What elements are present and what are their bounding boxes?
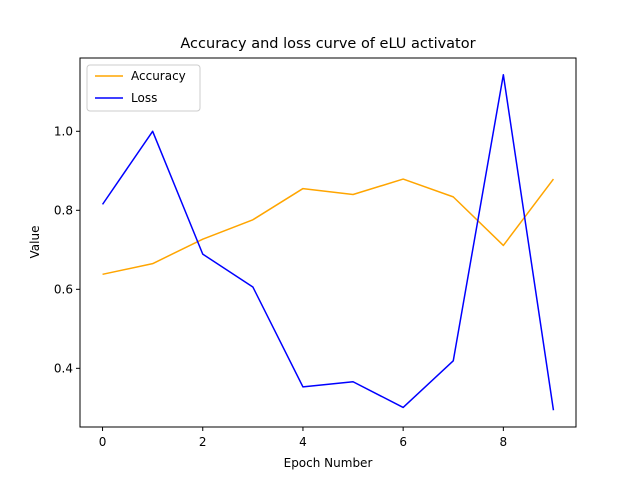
x-tick-label: 8 xyxy=(500,435,508,449)
x-tick-label: 0 xyxy=(99,435,107,449)
y-tick-label: 0.4 xyxy=(54,361,73,375)
legend: Accuracy Loss xyxy=(86,64,201,112)
chart-title: Accuracy and loss curve of eLU activator xyxy=(180,36,475,52)
x-tick-label: 2 xyxy=(199,435,207,449)
plot-frame xyxy=(79,57,577,428)
x-tick-label: 4 xyxy=(299,435,307,449)
series-layer xyxy=(101,74,555,411)
y-tick-label: 0.8 xyxy=(54,203,73,217)
legend-label-loss: Loss xyxy=(131,91,157,105)
ticks-layer: 0 2 4 6 8 0.4 0.6 0.8 1.0 xyxy=(54,124,507,449)
y-tick-label: 0.6 xyxy=(54,282,73,296)
y-axis-label: Value xyxy=(28,226,42,259)
series-line-loss xyxy=(101,74,555,411)
x-tick-label: 6 xyxy=(399,435,407,449)
y-tick-label: 1.0 xyxy=(54,124,73,138)
legend-label-accuracy: Accuracy xyxy=(131,69,186,83)
x-axis-label: Epoch Number xyxy=(284,456,373,470)
